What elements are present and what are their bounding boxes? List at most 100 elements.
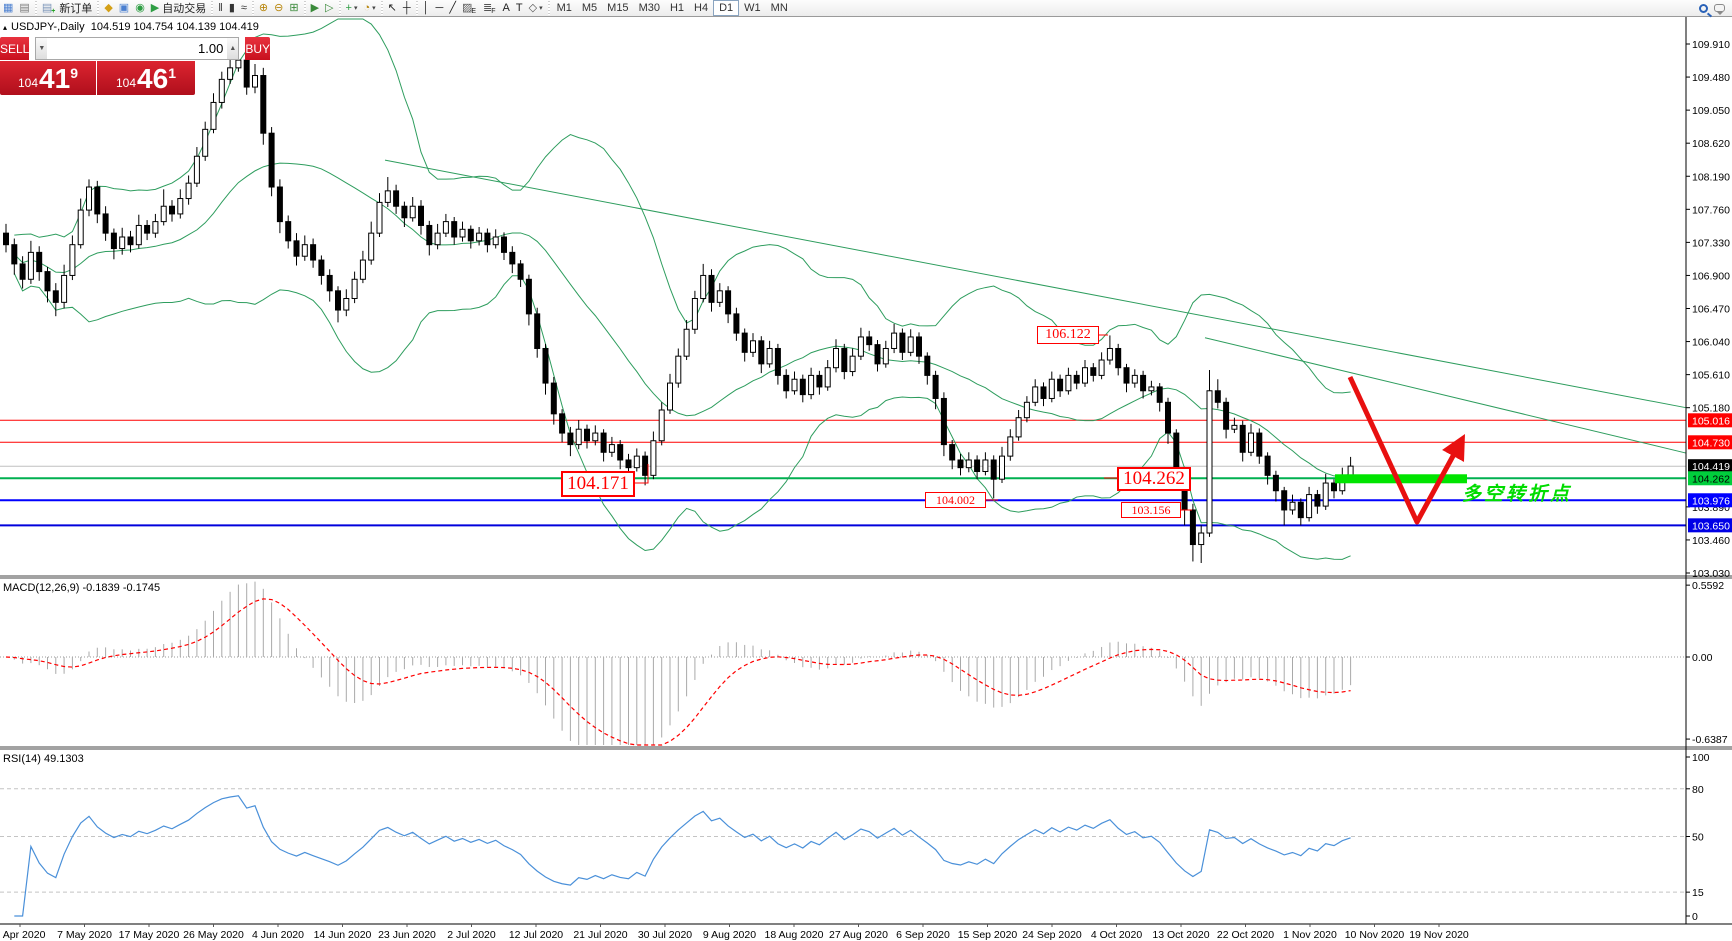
panel-borders: [0, 17, 1732, 925]
crosshair-icon[interactable]: ┼: [400, 0, 414, 16]
bullish-candle: [1306, 494, 1313, 519]
sell-button[interactable]: SELL: [0, 37, 30, 60]
cursor-icon: ↖: [387, 2, 397, 14]
bullish-candle: [824, 367, 831, 388]
bearish-candle: [169, 205, 175, 215]
chart-canvas[interactable]: 109.910 109.480 109.050 108.620 108.190 107.7…: [0, 17, 1732, 941]
timeframe-button-w1[interactable]: W1: [744, 2, 761, 14]
new-order-button[interactable]: ▤ + 新订单: [39, 0, 96, 16]
bearish-candle: [866, 336, 873, 346]
data-window-icon[interactable]: ▤: [16, 0, 32, 16]
bearish-candle: [310, 244, 317, 261]
timeframe-button-h4[interactable]: H4: [694, 2, 709, 14]
indicators-icon[interactable]: + ▾: [343, 0, 361, 16]
vertical-line-icon[interactable]: │: [420, 0, 433, 16]
line-chart-icon[interactable]: ≈: [238, 0, 250, 16]
price-tick: 105.610: [1692, 370, 1730, 382]
chart-shift-icon[interactable]: ▷: [322, 0, 336, 16]
zoom-in-icon[interactable]: ⊕: [256, 0, 271, 16]
text-icon[interactable]: A: [500, 0, 513, 16]
tile-windows-icon[interactable]: ⊞: [286, 0, 301, 16]
bullish-candle: [1322, 482, 1329, 507]
bullish-candle: [252, 75, 258, 88]
signals-icon[interactable]: ◉: [132, 0, 148, 16]
buy-button[interactable]: BUY: [245, 37, 271, 60]
volume-up-button[interactable]: ▲: [227, 38, 239, 59]
timeframe-button-m30[interactable]: M30: [638, 2, 660, 14]
bullish-candle: [1065, 374, 1072, 392]
timeframe-button-d1[interactable]: D1: [713, 0, 740, 16]
search-icon: [1699, 3, 1708, 13]
sell-price-display[interactable]: 104 41 9: [0, 61, 96, 95]
price-annotation-103.156[interactable]: 103.156: [1121, 502, 1181, 518]
auto-scroll-icon[interactable]: ▶: [308, 0, 322, 16]
green-support-bar[interactable]: [1335, 474, 1467, 484]
chart-window[interactable]: 109.910 109.480 109.050 108.620 108.190 107.7…: [0, 17, 1732, 941]
bearish-candle: [816, 374, 823, 388]
chinese-annotation[interactable]: 多空转折点: [1462, 484, 1573, 505]
bearish-candle: [1057, 378, 1064, 392]
timeframe-button-mn[interactable]: MN: [770, 2, 788, 14]
price-annotation-104.171[interactable]: 104.171: [561, 471, 635, 497]
bearish-candle: [774, 347, 781, 376]
date-label: 4 Oct 2020: [1091, 929, 1143, 941]
bullish-candle: [27, 251, 34, 280]
trendlines[interactable]: [384, 159, 1687, 454]
cursor-icon[interactable]: ↖: [385, 0, 400, 16]
dropdown-caret-icon: ▾: [353, 5, 358, 12]
price-annotation-104.262[interactable]: 104.262: [1117, 467, 1191, 491]
trendline-1[interactable]: [384, 159, 1687, 409]
price-axis[interactable]: 109.910 109.480 109.050 108.620 108.190 107.7…: [1686, 39, 1732, 923]
bearish-candle: [326, 274, 333, 292]
collapse-panel-icon[interactable]: ▴: [3, 23, 8, 32]
volume-input[interactable]: [47, 38, 228, 59]
channel-icon[interactable]: ▨ E: [459, 0, 480, 16]
zoom-out-icon[interactable]: ⊖: [271, 0, 286, 16]
bearish-candle: [1256, 432, 1263, 457]
plot-background[interactable]: [0, 17, 1686, 924]
symbol-header: ▴ USDJPY-,Daily 104.519 104.754 104.139 1…: [3, 21, 259, 33]
fibonacci-icon[interactable]: ≣ F: [480, 0, 500, 16]
date-label: 12 Jul 2020: [509, 929, 563, 941]
timeframe-button-m15[interactable]: M15: [607, 2, 629, 14]
rsi-panel[interactable]: [0, 788, 1686, 917]
periods-icon[interactable]: ◔ ▾: [360, 0, 378, 16]
bearish-candle: [741, 332, 748, 353]
bearish-candle: [1156, 386, 1163, 403]
timeframe-button-m5[interactable]: M5: [581, 2, 598, 14]
bullish-candle: [61, 274, 68, 303]
chat-icon[interactable]: [1711, 0, 1728, 16]
price-annotation-106.122[interactable]: 106.122: [1037, 326, 1099, 344]
bearish-candle: [1173, 432, 1180, 473]
bearish-candle: [949, 444, 956, 461]
dropdown-caret-icon: ▾: [372, 5, 376, 12]
trendline-icon[interactable]: ╱: [446, 0, 459, 16]
bars-chart-icon: ‖: [218, 2, 223, 14]
chart-drawings[interactable]: [635, 334, 1467, 525]
macd-panel[interactable]: [0, 581, 1686, 746]
text-label-icon[interactable]: T: [513, 0, 526, 16]
bearish-candle: [874, 344, 881, 365]
price-annotation-104.002[interactable]: 104.002: [925, 492, 986, 508]
bearish-candle: [451, 221, 458, 238]
search-icon[interactable]: [1696, 0, 1711, 16]
price-badge-text: 105.016: [1692, 415, 1730, 427]
shapes-icon[interactable]: ◇ ▾: [526, 0, 546, 16]
timeframe-button-h1[interactable]: H1: [669, 2, 685, 14]
volume-down-button[interactable]: ▼: [36, 38, 48, 59]
red-v-arrow[interactable]: [1347, 375, 1465, 525]
new-chart-icon[interactable]: ▦: [0, 0, 16, 16]
price-badge-104.262: [1688, 471, 1732, 486]
timeframe-button-m1[interactable]: M1: [556, 2, 572, 14]
autotrading-button[interactable]: ▶ 自动交易: [148, 0, 209, 16]
trendline-2[interactable]: [1204, 337, 1687, 454]
candlestick-chart-icon[interactable]: ▮: [226, 0, 238, 16]
horizontal-line-icon[interactable]: ─: [433, 0, 447, 16]
date-label: 1 Nov 2020: [1283, 929, 1337, 941]
bars-chart-icon[interactable]: ‖: [215, 0, 226, 16]
bullish-candle: [750, 340, 756, 353]
terminal-icon[interactable]: ▣: [116, 0, 132, 16]
buy-price-display[interactable]: 104 46 1: [97, 61, 195, 95]
market-icon[interactable]: ◆: [101, 0, 115, 16]
